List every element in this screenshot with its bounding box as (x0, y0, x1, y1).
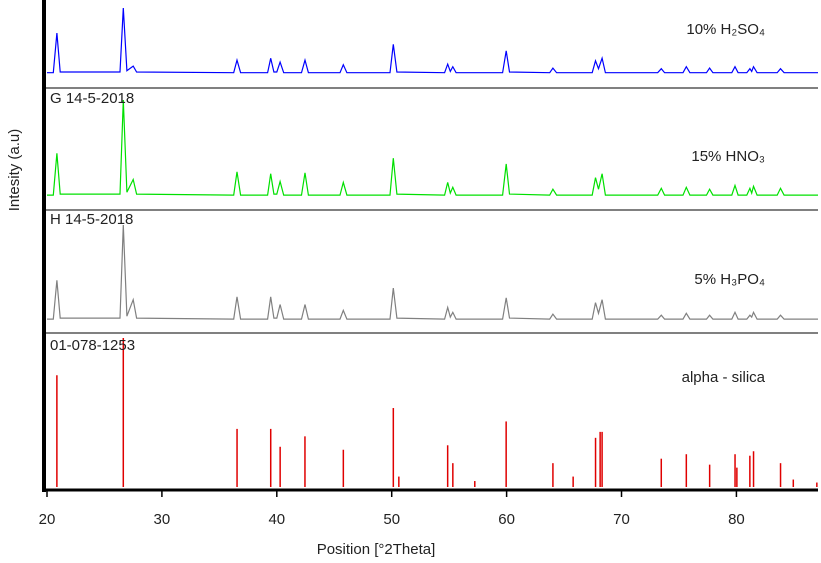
x-tick-label: 40 (268, 511, 285, 528)
x-tick-label: 30 (154, 511, 171, 528)
x-tick-label: 50 (383, 511, 400, 528)
pattern-line (47, 7, 818, 74)
y-axis-label: Intesity (a.u) (6, 129, 23, 212)
series-label: 5% H₃PO₄ (694, 271, 765, 288)
x-tick-label: 80 (728, 511, 745, 528)
x-tick-label: 20 (39, 511, 56, 528)
series-label: alpha - silica (682, 369, 766, 386)
series-label: 15% HNO₃ (691, 148, 765, 165)
x-tick-label: 60 (498, 511, 515, 528)
x-tick-label: 70 (613, 511, 630, 528)
sample-tag: 01-078-1253 (50, 337, 135, 354)
pattern-line (47, 99, 818, 196)
pattern-line (47, 224, 818, 320)
sample-tag: H 14-5-2018 (50, 211, 133, 228)
x-axis-label: Position [°2Theta] (317, 541, 436, 558)
series-label: 10% H₂SO₄ (686, 21, 765, 38)
sample-tag: G 14-5-2018 (50, 90, 134, 107)
